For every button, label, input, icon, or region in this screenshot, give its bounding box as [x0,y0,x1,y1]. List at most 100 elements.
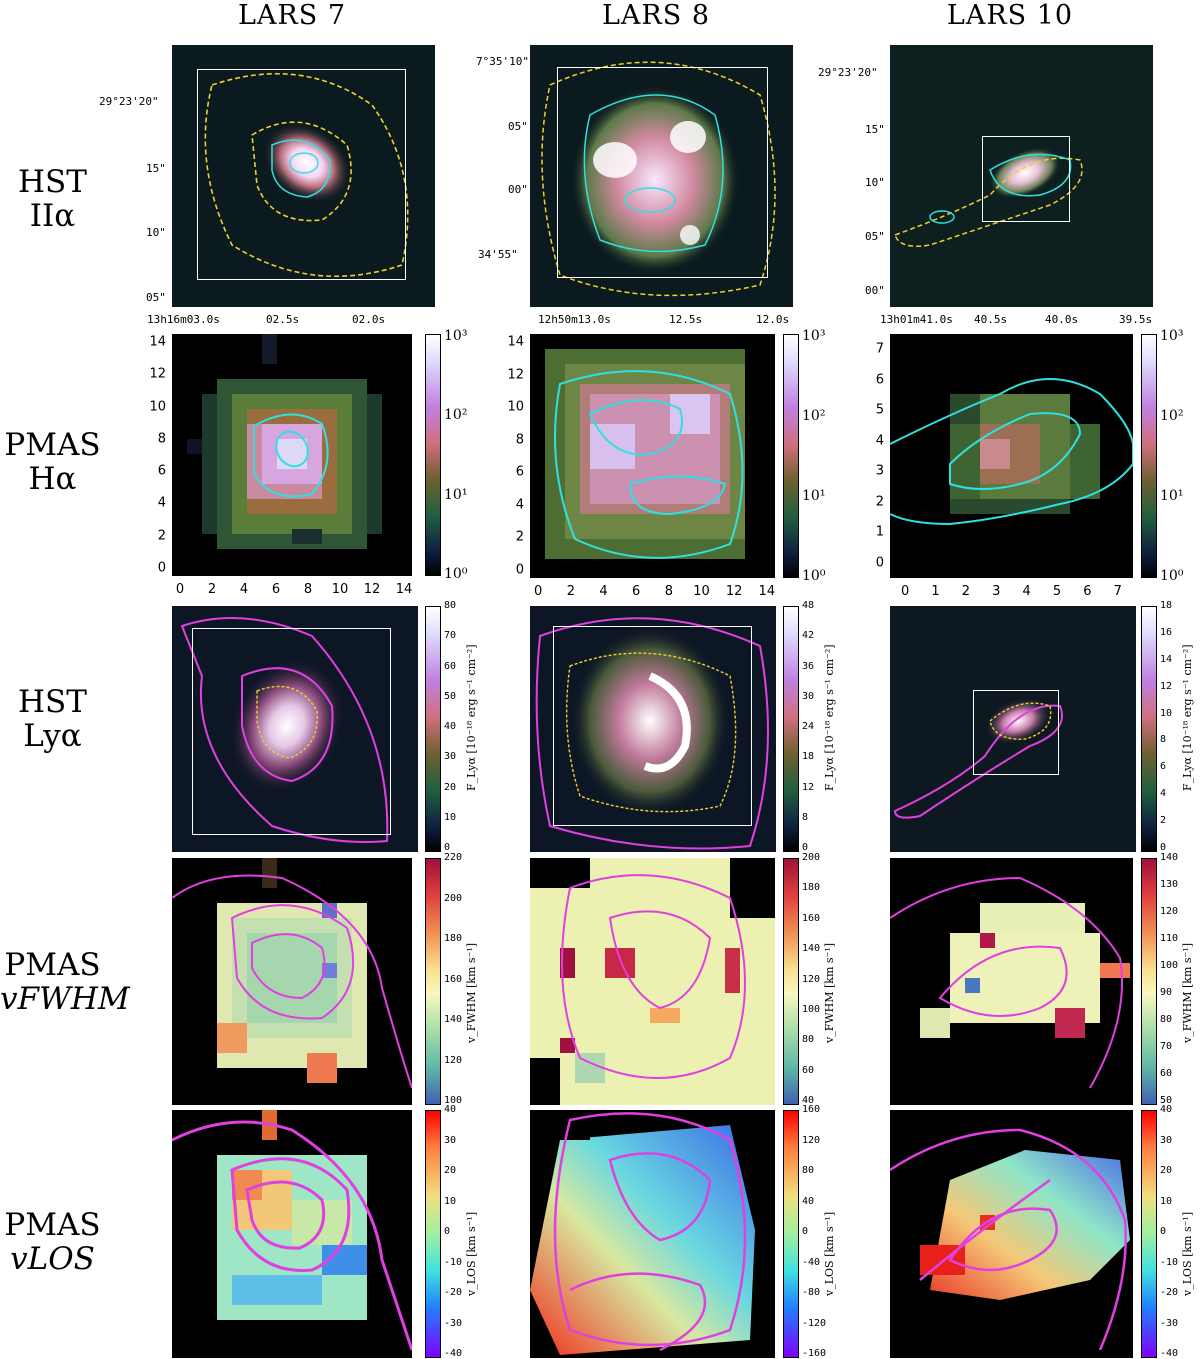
pmas-ytick-label: 3 [875,463,884,479]
colorbar [425,606,441,852]
ra-label: 12h50m13.0s [538,313,611,326]
colorbar-tick-label: 120 [1160,906,1179,917]
pmas-xtick-label: 10 [331,582,349,597]
colorbar-tick-label: 12 [802,781,815,793]
pmas-xtick-label: 12 [725,584,743,599]
pmas-xtick-label: 14 [758,584,776,599]
row-label-hst-halpha: HST IIα [0,165,105,233]
colorbar-tick-label: 80 [1160,1014,1173,1025]
ra-label: 39.5s [1119,313,1153,326]
colorbar-tick-label: -80 [802,1287,821,1298]
pmas-ytick-label: 4 [875,433,884,449]
pmas-los-map-lars10 [890,1110,1133,1358]
pmas-xtick-label: 12 [363,582,381,597]
colorbar-tick-label: 10² [802,408,826,424]
colorbar-tick-label: 40 [444,721,457,732]
pmas-fov-box [557,67,768,278]
colorbar-tick-label: 16 [1160,626,1173,638]
colorbar-tick-label: 120 [444,1054,463,1066]
colorbar [783,858,799,1105]
colorbar-tick-label: -160 [802,1348,827,1359]
pmas-ytick-label: 2 [515,529,524,545]
pmas-xtick-label: 6 [271,582,281,597]
colorbar-tick-label: 180 [444,933,463,944]
row-label-line2: vFWHM [0,981,130,1017]
pmas-ytick-label: 0 [515,562,524,578]
colorbar-tick-label: 160 [802,912,821,924]
pmas-ytick-label: 2 [875,494,884,510]
colorbar [425,858,441,1105]
colorbar-tick-label: 10⁰ [444,566,468,582]
ra-label: 02.0s [352,313,386,326]
pmas-fov-box [197,69,406,280]
pmas-ytick-label: 6 [875,372,884,388]
colorbar-axis-label: v_LOS [km s⁻¹] [823,1211,836,1296]
pmas-xtick-label: 5 [1052,584,1062,599]
colorbar-tick-label: 10¹ [444,486,468,503]
pmas-xtick-label: 3 [992,584,1001,599]
pmas-xtick-label: 8 [664,584,673,599]
colorbar-tick-label: 200 [802,852,821,863]
colorbar-tick-label: 10¹ [802,488,826,504]
column-title-lars7: LARS 7 [237,0,346,31]
colorbar-tick-label: -10 [444,1256,463,1268]
colorbar [783,1110,799,1358]
colorbar-tick-label: 0 [444,1226,451,1237]
hst-halpha-map-lars7 [204,72,409,278]
pmas-halpha-map-lars10 [890,334,1133,578]
pmas-xtick-label: 2 [961,584,971,599]
dec-label: 00" [865,284,885,297]
pmas-los-pixels-lars10 [890,1128,1130,1351]
dec-label: 00" [508,183,528,196]
colorbar-tick-label: 70 [444,630,457,642]
row-label-line1: HST [18,684,87,720]
ra-label: 12.5s [669,313,703,326]
hst-lya-image-lars7 [172,606,418,852]
pmas-xtick-label: 1 [931,584,940,599]
colorbar-axis-label: F_Lyα [10⁻¹⁸ erg s⁻¹ cm⁻²] [465,643,478,791]
ra-label: 02.5s [266,313,300,326]
colorbar-tick-label: 48 [802,600,815,611]
hst-halpha-map-lars10 [894,147,1083,247]
colorbar-tick-label: 160 [802,1104,821,1115]
row-label-line1: HST [18,164,87,200]
hst-lya-map-lars10 [893,697,1063,819]
pmas-ytick-label: 0 [157,560,166,576]
pmas-xtick-label: 2 [207,582,217,597]
pmas-ytick-label: 7 [875,341,884,357]
pmas-fov-box [192,628,391,835]
colorbar-tick-label: 60 [1160,1068,1173,1079]
colorbar-axis-label: v_FWHM [km s⁻¹] [1181,943,1194,1044]
colorbar-tick-label: 30 [1160,1134,1173,1146]
colorbar-tick-label: -40 [444,1348,463,1359]
pmas-ytick-label: 4 [157,495,166,511]
hst-lya-map-lars7 [180,617,389,843]
colorbar-tick-label: 10 [444,811,457,823]
pmas-xtick-label: 7 [1113,584,1122,599]
column-title-lars8: LARS 8 [601,0,710,31]
colorbar-tick-label: -20 [444,1287,463,1298]
colorbar-tick-label: 180 [802,882,821,894]
pmas-xtick-label: 14 [395,582,413,597]
colorbar-tick-label: 42 [802,630,815,642]
pmas-ytick-label: 0 [875,555,884,571]
colorbar-tick-label: 2 [1160,815,1167,827]
colorbar-tick-label: 140 [444,1014,463,1025]
pmas-xtick-label: 0 [175,582,185,597]
colorbar-tick-label: 18 [1160,600,1173,611]
row-label-line2: Hα [28,461,77,497]
colorbar-tick-label: 130 [1160,879,1179,890]
pmas-ytick-label: 1 [875,524,884,540]
colorbar-tick-label: 140 [802,943,821,955]
column-title-lars10: LARS 10 [946,0,1074,31]
colorbar-tick-label: 10³ [802,328,826,344]
colorbar-tick-label: 24 [802,721,815,732]
pmas-xtick-label: 4 [239,582,249,597]
colorbar-tick-label: 60 [444,660,457,672]
colorbar-tick-label: 100 [1160,960,1179,971]
colorbar-tick-label: 10³ [1160,328,1184,344]
dec-label: 15" [146,162,166,175]
pmas-xtick-label: 0 [901,584,910,599]
colorbar-tick-label: 10² [444,407,468,424]
colorbar [425,334,441,576]
